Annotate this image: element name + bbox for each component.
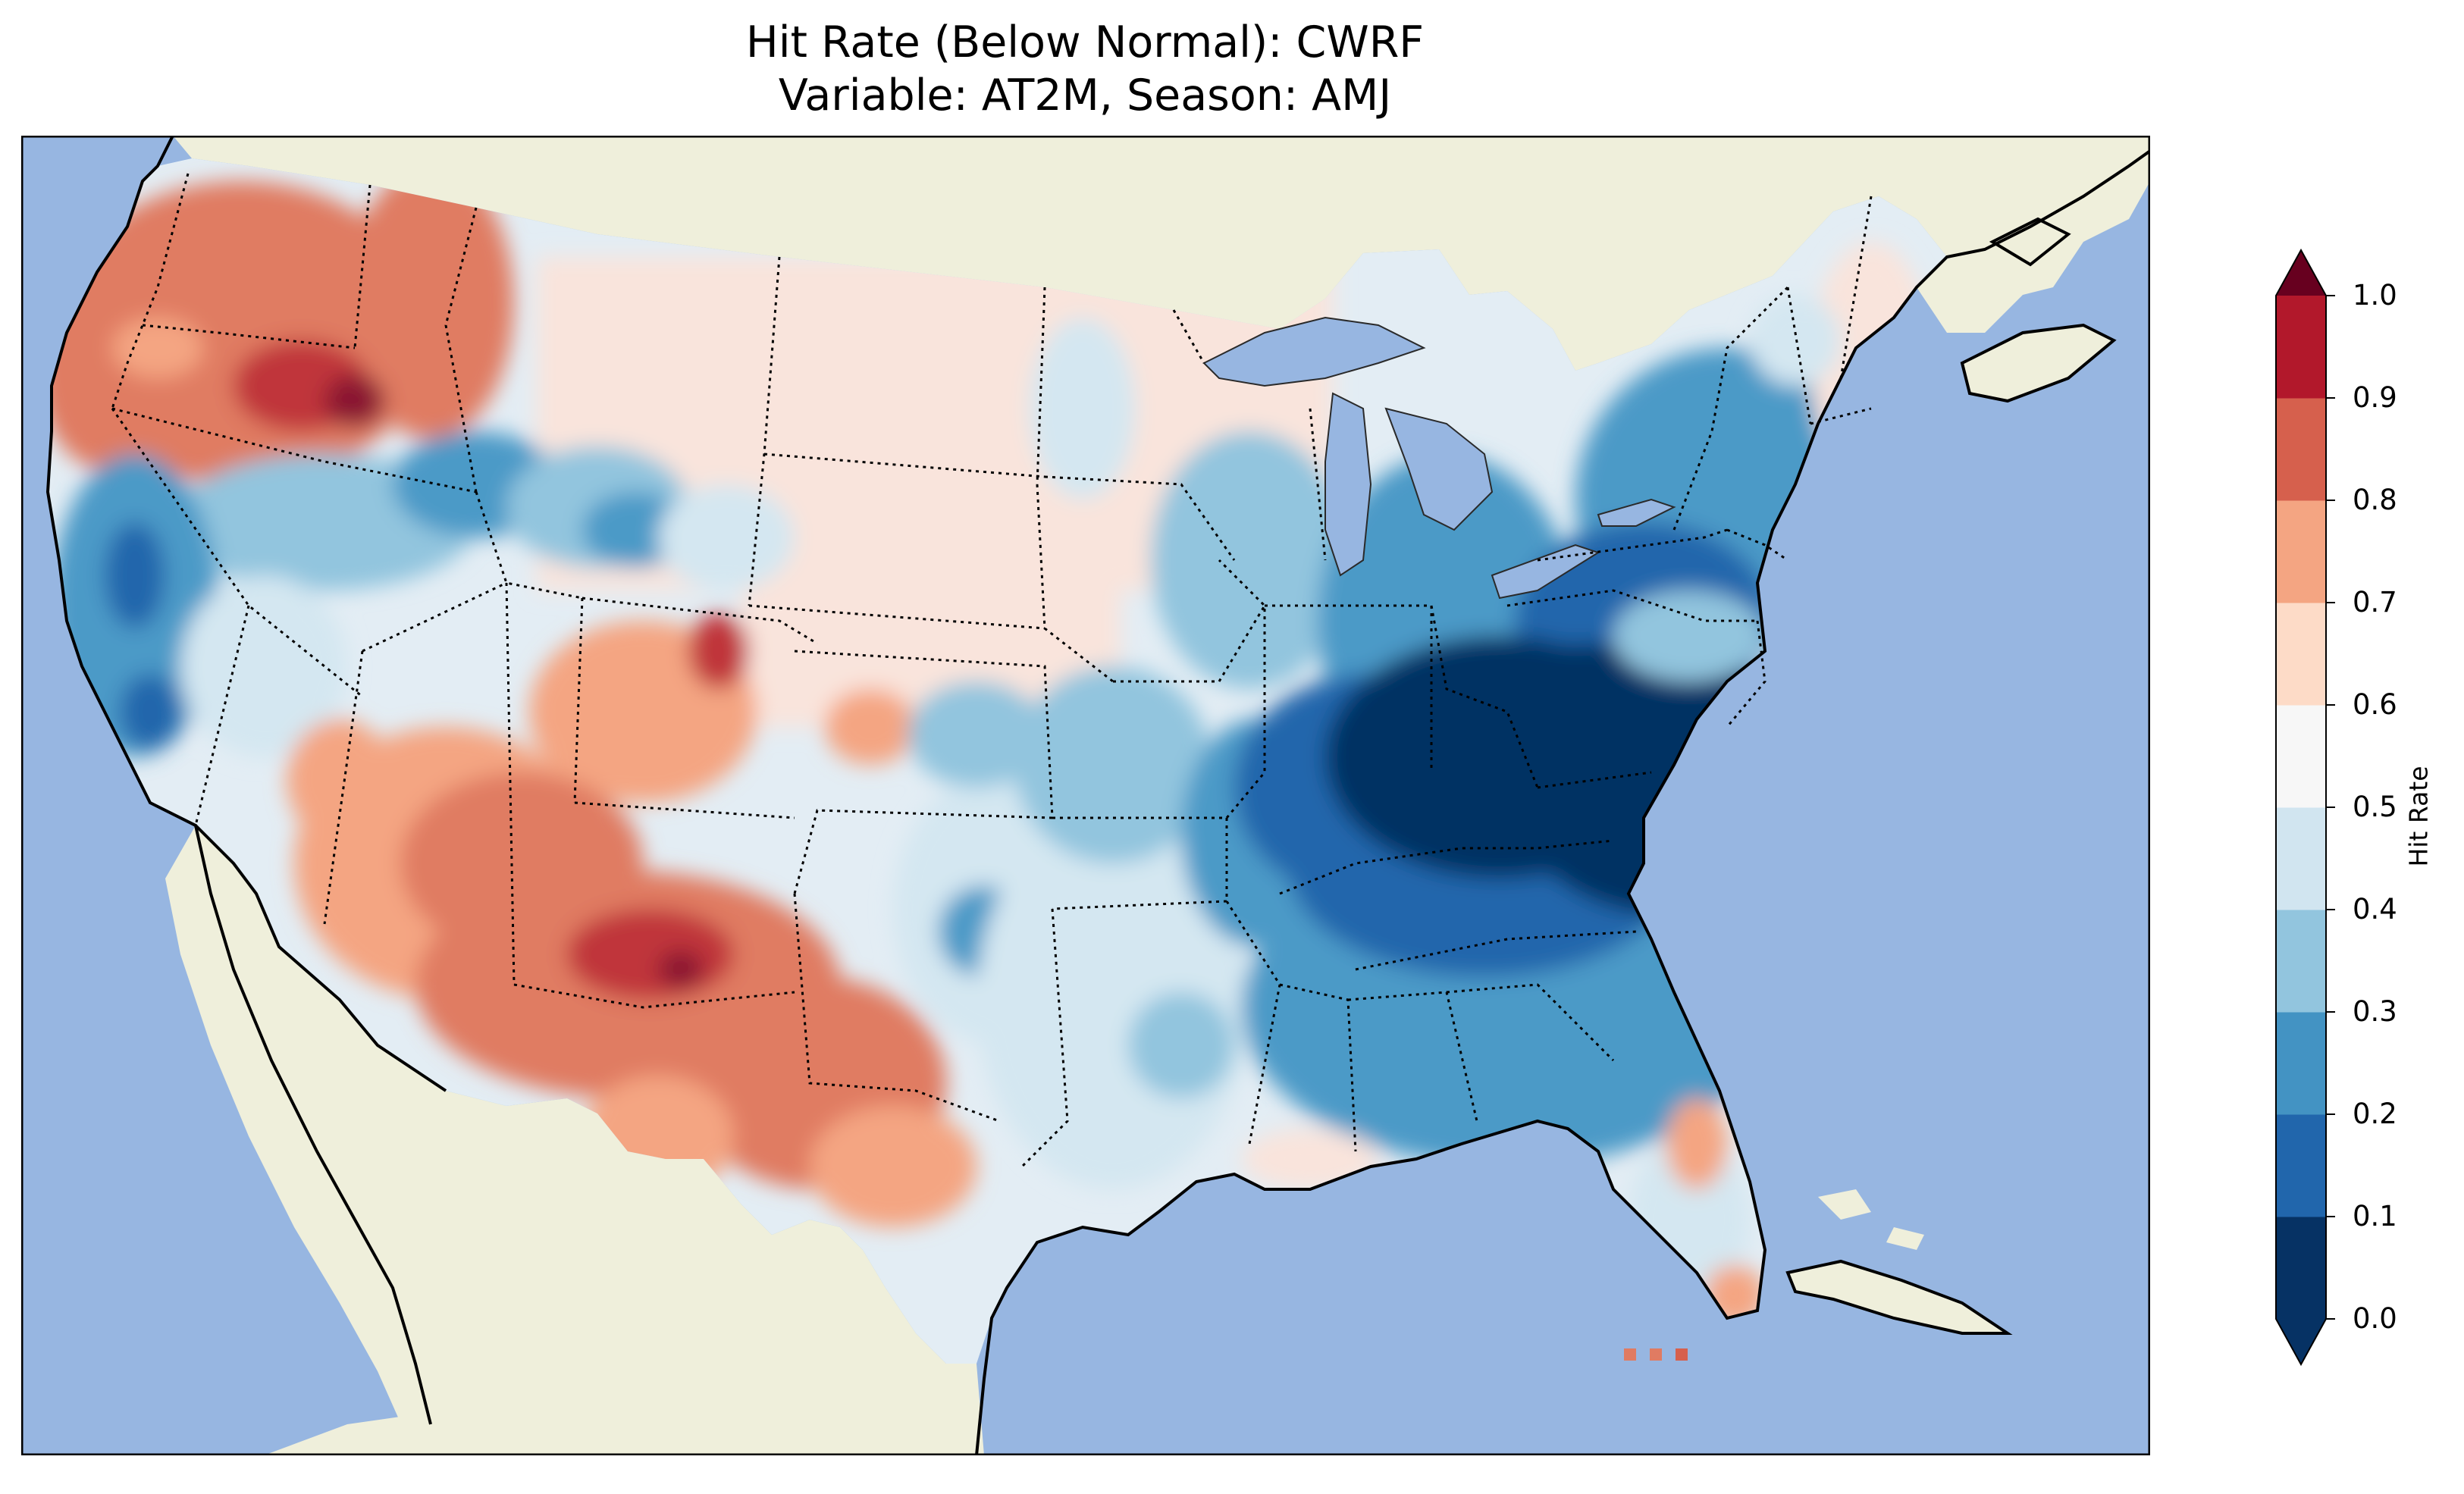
colorbar-tick-label: 1.0 [2353, 279, 2397, 312]
colorbar-extend-max [2276, 250, 2326, 296]
coastlines [45, 136, 2150, 1455]
colorbar-segment [2276, 1217, 2326, 1320]
map-frame [21, 136, 2150, 1455]
state-borders [111, 173, 1873, 1168]
colorbar [2275, 248, 2335, 1367]
chart-title-line-1: Hit Rate (Below Normal): CWRF [745, 17, 1425, 67]
hit-rate-field [48, 166, 1932, 1326]
baja-land [165, 825, 431, 1439]
great-lakes [1202, 316, 1676, 600]
colorbar-segment [2276, 807, 2326, 910]
colorbar-label: Hit Rate [2403, 766, 2434, 867]
colorbar-segment [2276, 1114, 2326, 1217]
colorbar-tick-label: 0.9 [2353, 381, 2397, 414]
cuba-land [1788, 1261, 2008, 1333]
keys-cell [1624, 1348, 1636, 1361]
colorbar-tick-label: 0.5 [2353, 791, 2397, 823]
lake-michigan [1324, 392, 1372, 577]
colorbar-segment [2276, 1012, 2326, 1115]
colorbar-segment [2276, 500, 2326, 603]
keys-cell [1676, 1348, 1688, 1361]
colorbar-tick-label: 0.4 [2353, 893, 2397, 926]
map-plot [21, 136, 2150, 1455]
canada-land [173, 136, 2150, 371]
chart-title-line-2: Variable: AT2M, Season: AMJ [778, 70, 1392, 121]
colorbar-extend-min [2276, 1319, 2326, 1364]
colorbar-tick-label: 0.2 [2353, 1098, 2397, 1130]
colorbar-segment [2276, 296, 2326, 399]
bahamas-land [1818, 1189, 1924, 1250]
colorbar-tick-label: 0.3 [2353, 995, 2397, 1028]
lake-ontario [1597, 498, 1676, 527]
colorbar-tick-label: 0.0 [2353, 1302, 2397, 1335]
colorbar-segment [2276, 910, 2326, 1013]
colorbar-tick-label: 0.8 [2353, 484, 2397, 516]
keys-cell [1650, 1348, 1662, 1361]
colorbar-tick-label: 0.6 [2353, 688, 2397, 721]
colorbar-segment [2276, 398, 2326, 501]
colorbar-segment [2276, 705, 2326, 808]
lake-superior [1202, 316, 1426, 387]
colorbar-tick-label: 0.1 [2353, 1200, 2397, 1232]
colorbar-segment [2276, 603, 2326, 706]
colorbar-tick-label: 0.7 [2353, 586, 2397, 619]
lake-erie [1491, 543, 1600, 600]
lake-huron [1384, 407, 1494, 531]
